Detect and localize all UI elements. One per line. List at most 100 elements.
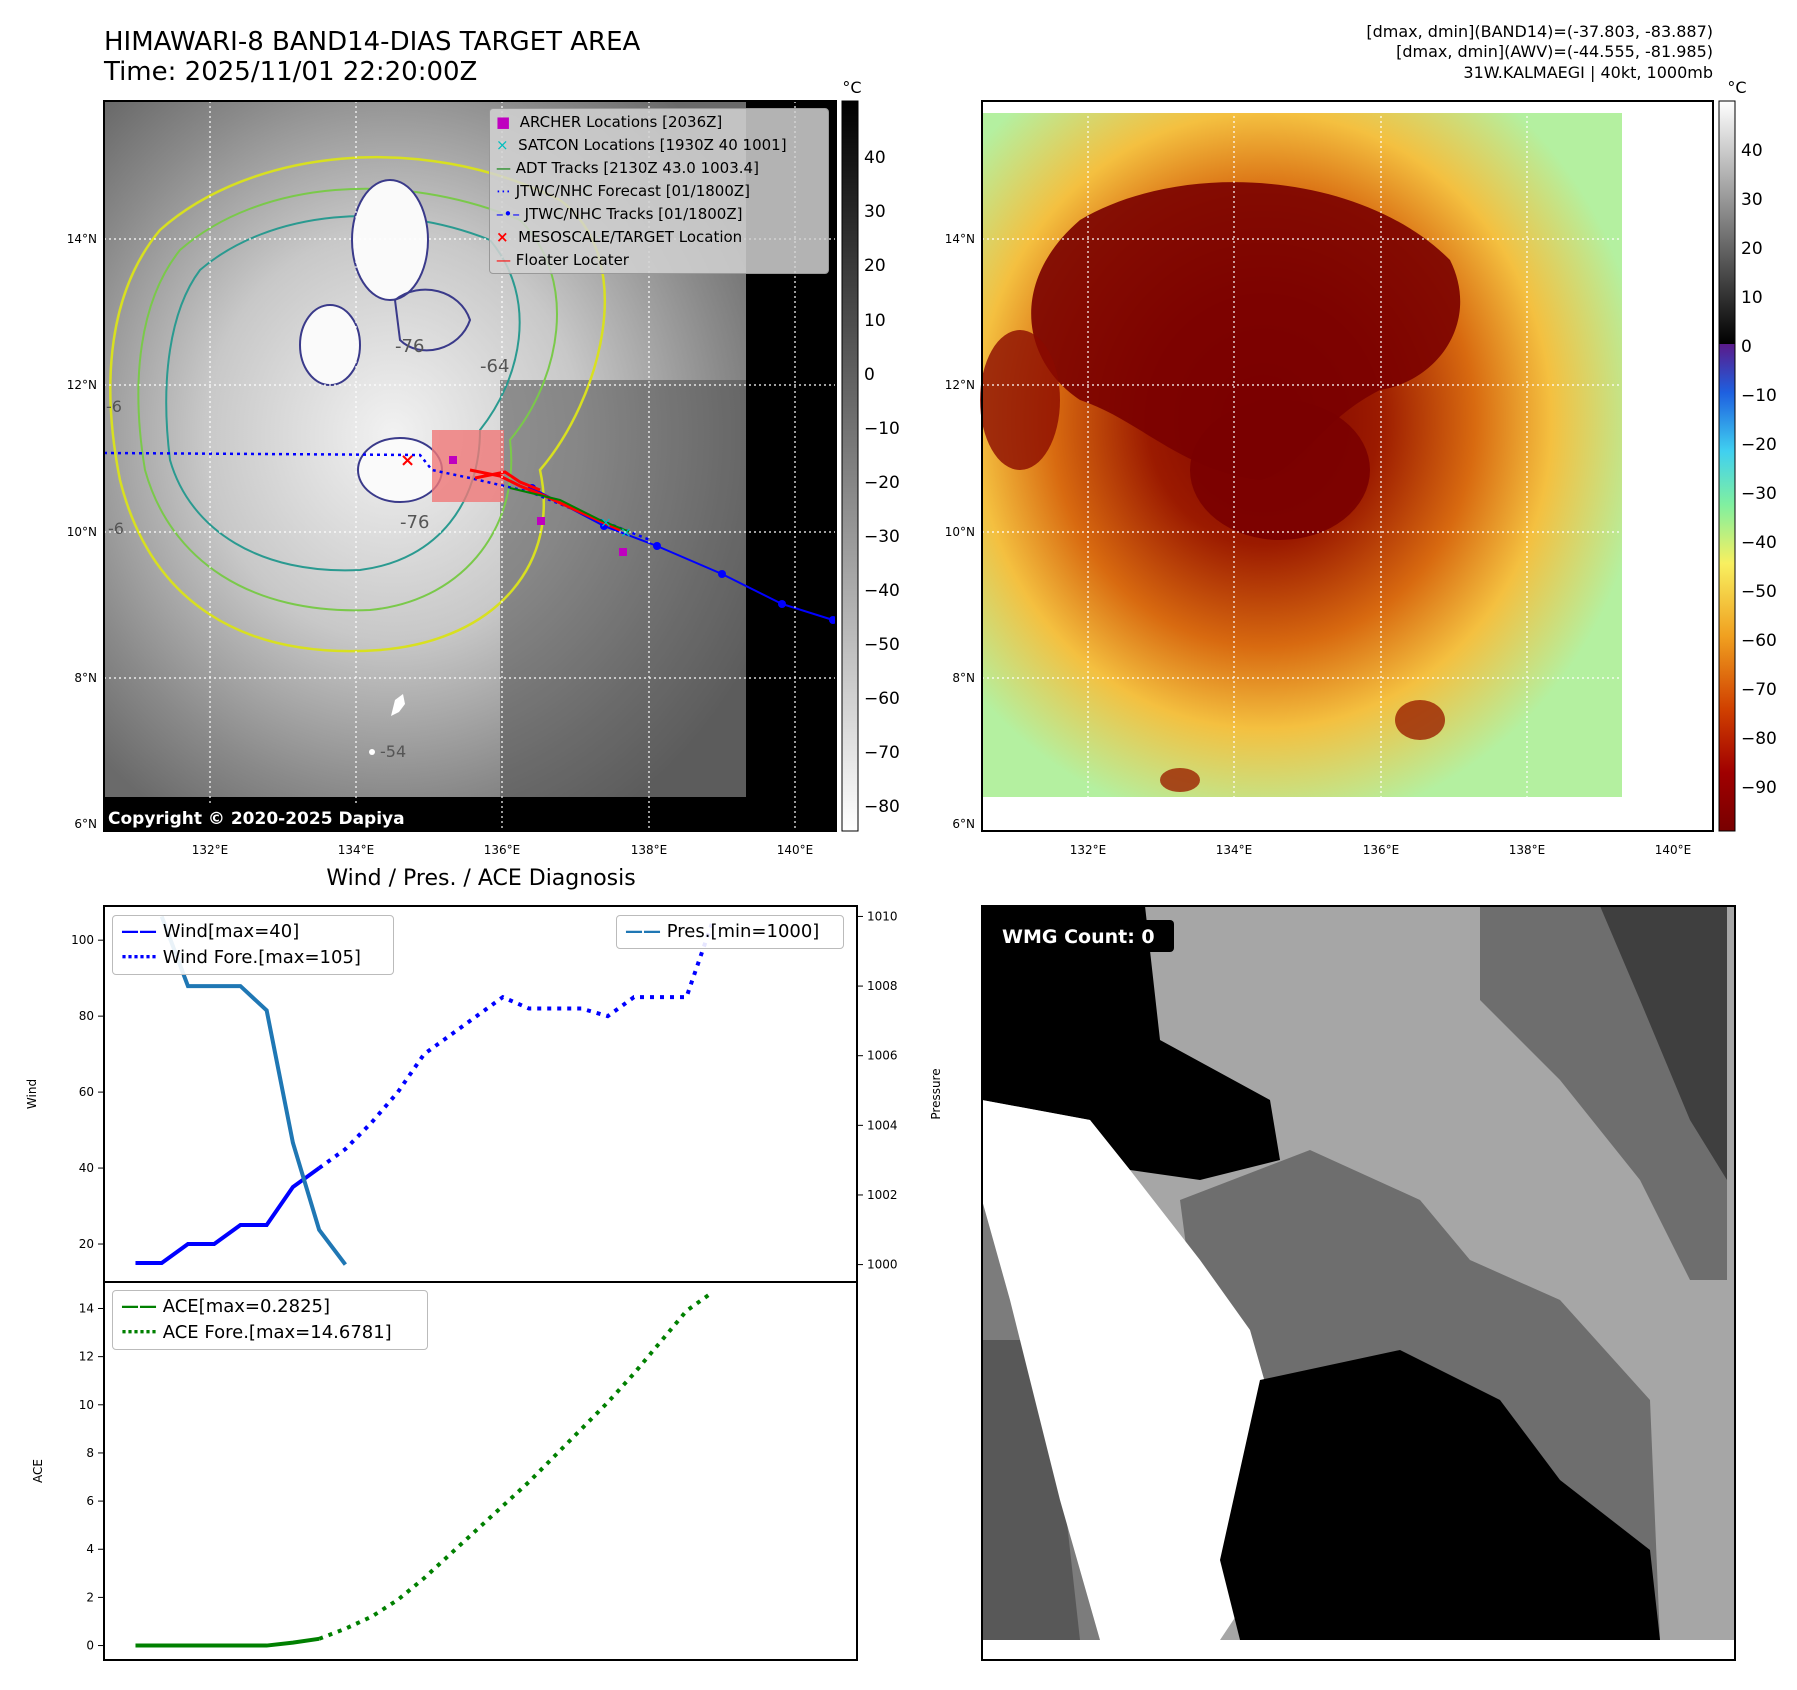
- cb-tick: −80: [1741, 729, 1777, 749]
- lat-label: 6°N: [952, 817, 975, 831]
- diagnosis-title: Wind / Pres. / ACE Diagnosis: [326, 866, 635, 891]
- legend-item-wind: —— Wind[max=40]: [121, 919, 385, 945]
- cb-tick: 20: [1741, 239, 1763, 259]
- figure-title: HIMAWARI-8 BAND14-DIAS TARGET AREA: [104, 27, 641, 57]
- wmg-darkest-region: [1600, 906, 1727, 1180]
- y-right-tick-label: 1004: [867, 1118, 898, 1132]
- contour-core-east: [393, 288, 472, 352]
- lon-label: 136°E: [1363, 843, 1400, 857]
- pressure-axis-label: Pressure: [929, 1068, 943, 1119]
- legend-label: JTWC/NHC Forecast [01/1800Z]: [515, 182, 751, 200]
- x-icon: ×: [496, 136, 509, 154]
- right-map-gridlines: [982, 101, 1713, 831]
- lat-label: 10°N: [945, 525, 975, 539]
- legend-item-forecast: ⋯ JTWC/NHC Forecast [01/1800Z]: [496, 180, 822, 203]
- line-icon: —: [496, 159, 511, 177]
- archer-marker: [537, 517, 545, 525]
- dotted-line-icon: ⋯: [496, 182, 511, 200]
- cb-tick: −40: [864, 581, 900, 601]
- contour-label: -64: [480, 356, 509, 377]
- contour-label: -76: [395, 336, 424, 357]
- series-line-ace-fore-: [318, 1290, 714, 1641]
- line-icon: ——: [121, 921, 157, 942]
- cb-tick: 40: [1741, 141, 1763, 161]
- lon-label: 134°E: [1216, 843, 1253, 857]
- y-tick-label: 10: [79, 1398, 94, 1412]
- adt-track: [509, 487, 631, 533]
- wmg-count-label: WMG Count: 0: [1002, 926, 1155, 948]
- island: [391, 694, 405, 716]
- target-location-marker: ×: [400, 450, 415, 471]
- right-colorbar-ticks: 40 30 20 10 0 −10 −20 −30 −40 −50 −60 −7…: [1741, 141, 1777, 798]
- cb-tick: −90: [1741, 778, 1777, 798]
- series-line-ace: [135, 1636, 320, 1648]
- cb-tick: −60: [1741, 631, 1777, 651]
- dotted-line-icon: ⋯⋯: [121, 947, 157, 968]
- copyright-text: Copyright © 2020-2025 Dapiya: [108, 809, 405, 829]
- series-line-wind: [135, 1166, 321, 1266]
- y-right-tick-label: 1008: [867, 979, 898, 993]
- right-map-lon-labels: 132°E 134°E 136°E 138°E 140°E: [1070, 843, 1692, 857]
- lat-label: 12°N: [945, 378, 975, 392]
- series-line-pres-: [159, 915, 347, 1266]
- y-tick-label: 80: [79, 1009, 94, 1023]
- right-colorbar-gradient-upper: [1719, 101, 1735, 344]
- copyright-box: [104, 803, 414, 831]
- wind-legend: —— Wind[max=40] ⋯⋯ Wind Fore.[max=105]: [112, 915, 394, 975]
- right-map-lat-labels: 14°N 12°N 10°N 8°N 6°N: [945, 232, 975, 831]
- cb-tick: −30: [864, 527, 900, 547]
- left-map-frame: [103, 100, 837, 832]
- lon-label: 138°E: [1509, 843, 1546, 857]
- jtwc-track: [531, 487, 834, 621]
- pressure-legend: —— Pres.[min=1000]: [616, 915, 844, 949]
- ace-legend: —— ACE[max=0.2825] ⋯⋯ ACE Fore.[max=14.6…: [112, 1290, 428, 1350]
- storm-info: 31W.KALMAEGI | 40kt, 1000mb: [1463, 63, 1713, 82]
- cold-cloud-tops-core: [1190, 400, 1370, 540]
- y-tick-label: 100: [71, 933, 94, 947]
- legend-item-archer: ■ ARCHER Locations [2036Z]: [496, 111, 822, 134]
- lon-label: 140°E: [777, 843, 814, 857]
- floater-locater-track: [474, 470, 541, 492]
- legend-item-tracks: –•– JTWC/NHC Tracks [01/1800Z]: [496, 203, 822, 226]
- lat-label: 8°N: [74, 671, 97, 685]
- line-icon: —: [496, 251, 511, 269]
- legend-label: MESOSCALE/TARGET Location: [518, 228, 743, 246]
- lon-label: 132°E: [192, 843, 229, 857]
- jtwc-track-point: [653, 542, 661, 550]
- right-map-frame: [981, 100, 1714, 832]
- cb-tick: 20: [864, 256, 886, 276]
- wmg-bottom-margin: [982, 1640, 1735, 1660]
- contour-label: -76: [400, 512, 429, 533]
- y-tick-label: 8: [86, 1446, 94, 1460]
- floater-target-area: [432, 430, 504, 502]
- contour-green: [137, 187, 558, 612]
- wmg-black-north: [982, 906, 1280, 1180]
- legend-item-wind-forecast: ⋯⋯ Wind Fore.[max=105]: [121, 945, 385, 971]
- y-tick-label: 14: [79, 1301, 94, 1315]
- archer-marker: [449, 456, 457, 464]
- cb-tick: −20: [1741, 435, 1777, 455]
- y-tick-label: 0: [86, 1639, 94, 1653]
- cb-tick: −50: [1741, 582, 1777, 602]
- left-colorbar-unit: °C: [842, 78, 861, 97]
- lat-label: 8°N: [952, 671, 975, 685]
- legend-item-ace-forecast: ⋯⋯ ACE Fore.[max=14.6781]: [121, 1320, 419, 1346]
- convective-cell: [1395, 700, 1445, 740]
- y-right-tick-label: 1010: [867, 909, 898, 923]
- wind-axis-label: Wind: [25, 1079, 39, 1109]
- left-colorbar: °C 40 30 20 10 0 −10 −20 −30 −40 −50 −60…: [841, 78, 900, 832]
- left-map-clear-sky: [500, 380, 746, 797]
- lon-label: 138°E: [631, 843, 668, 857]
- y-tick-label: 4: [86, 1542, 94, 1556]
- cb-tick: −60: [864, 689, 900, 709]
- lon-label: 134°E: [338, 843, 375, 857]
- legend-label: ACE[max=0.2825]: [162, 1296, 330, 1317]
- left-colorbar-ticks: 40 30 20 10 0 −10 −20 −30 −40 −50 −60 −7…: [864, 148, 900, 817]
- contour-yellow: [109, 155, 606, 653]
- legend-label: JTWC/NHC Tracks [01/1800Z]: [524, 205, 743, 223]
- cb-tick: −20: [864, 473, 900, 493]
- legend-item-pressure: —— Pres.[min=1000]: [625, 919, 835, 945]
- line-icon: ——: [625, 921, 661, 942]
- map-legend: ■ ARCHER Locations [2036Z] × SATCON Loca…: [489, 108, 829, 274]
